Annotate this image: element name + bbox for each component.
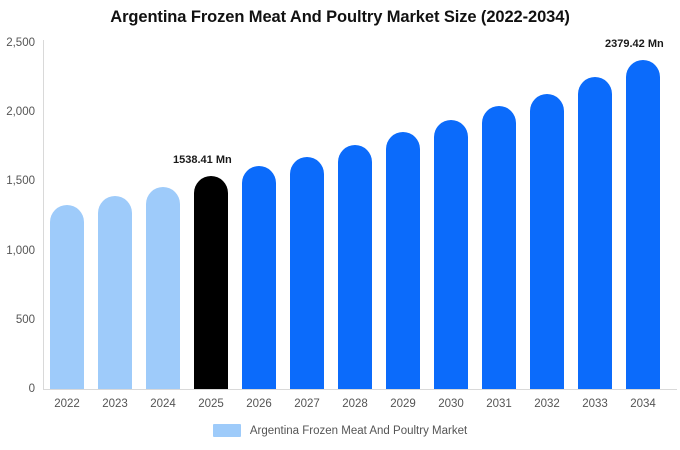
x-axis-tick: 2034: [630, 398, 656, 410]
bar-2034[interactable]: [626, 60, 660, 389]
bar-2023[interactable]: [98, 196, 132, 389]
y-axis-tick: 0: [28, 383, 35, 395]
bar-2031[interactable]: [482, 106, 516, 389]
chart-title: Argentina Frozen Meat And Poultry Market…: [110, 8, 570, 26]
bar-2028[interactable]: [338, 145, 372, 389]
x-axis-tick: 2031: [486, 398, 512, 410]
x-axis-tick: 2028: [342, 398, 368, 410]
data-label-2025: 1538.41 Mn: [173, 154, 232, 167]
bar-2024[interactable]: [146, 187, 180, 389]
x-axis-tick: 2033: [582, 398, 608, 410]
x-axis-tick: 2029: [390, 398, 416, 410]
bar-2030[interactable]: [434, 120, 468, 389]
chart-legend: Argentina Frozen Meat And Poultry Market: [0, 424, 680, 437]
bar-2026[interactable]: [242, 166, 276, 389]
bar-2029[interactable]: [386, 132, 420, 389]
y-axis-line: [43, 40, 44, 390]
x-axis-tick: 2024: [150, 398, 176, 410]
y-axis-tick: 2,500: [6, 37, 35, 49]
x-axis-tick: 2022: [54, 398, 80, 410]
y-axis-tick: 1,500: [6, 175, 35, 188]
x-axis-tick: 2027: [294, 398, 320, 410]
x-axis-tick: 2030: [438, 398, 464, 410]
bar-2025[interactable]: [194, 176, 228, 389]
x-axis-tick: 2025: [198, 398, 224, 410]
y-axis-tick: 500: [15, 313, 35, 326]
bar-2022[interactable]: [50, 205, 84, 389]
x-axis-tick: 2026: [246, 398, 272, 410]
y-axis-tick: 1,000: [6, 244, 35, 257]
bar-2032[interactable]: [530, 94, 564, 389]
data-label-2034: 2379.42 Mn: [605, 37, 664, 50]
x-axis-line: [43, 389, 677, 390]
bar-2033[interactable]: [578, 77, 612, 389]
legend-swatch-icon: [212, 424, 241, 437]
bar-2027[interactable]: [290, 157, 324, 389]
x-axis-tick: 2032: [534, 398, 560, 410]
x-axis-tick: 2023: [102, 398, 128, 410]
y-axis-tick: 2,000: [6, 106, 35, 119]
legend-item-label: Argentina Frozen Meat And Poultry Market: [249, 424, 468, 437]
